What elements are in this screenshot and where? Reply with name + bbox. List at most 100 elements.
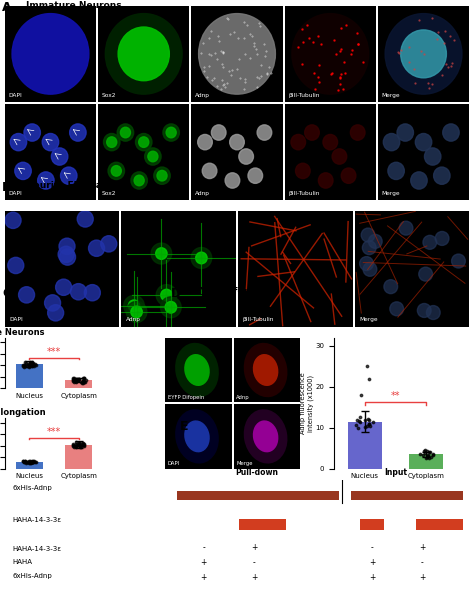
Text: A: A [2, 1, 12, 14]
Circle shape [154, 167, 170, 184]
Point [73, 442, 80, 451]
Circle shape [48, 305, 64, 321]
Text: Adnp: Adnp [236, 395, 250, 400]
Point [19, 361, 27, 371]
Point [32, 458, 39, 467]
Text: +: + [419, 543, 425, 552]
Point [77, 442, 84, 451]
Bar [360, 519, 384, 530]
Circle shape [239, 149, 254, 164]
Y-axis label: Adnp fluorescence
intensity (x1000): Adnp fluorescence intensity (x1000) [301, 372, 314, 434]
Point [25, 458, 32, 467]
Bar [410, 454, 443, 469]
Circle shape [71, 284, 86, 300]
Text: C: C [2, 287, 11, 300]
Text: Merge: Merge [236, 461, 253, 466]
Circle shape [139, 137, 149, 147]
Text: +: + [369, 558, 375, 567]
Point [364, 414, 372, 423]
Bar [348, 422, 382, 469]
Point [70, 374, 78, 383]
Text: Merge: Merge [359, 317, 378, 322]
Circle shape [257, 125, 272, 140]
Text: DAPI: DAPI [9, 93, 22, 98]
Point [28, 357, 36, 366]
Circle shape [120, 127, 130, 138]
Circle shape [350, 125, 365, 140]
Point [74, 440, 82, 450]
Point [69, 375, 77, 384]
Circle shape [10, 133, 27, 151]
Point [356, 416, 363, 426]
Text: DAPI: DAPI [9, 317, 23, 322]
Circle shape [156, 285, 177, 305]
Point [79, 376, 87, 385]
Point [71, 442, 79, 451]
Point [76, 374, 83, 384]
Point [73, 374, 81, 384]
Text: βIII-Tubulin: βIII-Tubulin [243, 317, 274, 322]
Circle shape [131, 306, 142, 318]
Circle shape [145, 148, 161, 165]
Bar [416, 519, 464, 530]
Point [20, 360, 27, 369]
Point [361, 422, 369, 432]
Point [22, 458, 29, 468]
Text: Sox2: Sox2 [101, 93, 116, 98]
Circle shape [424, 148, 441, 165]
Circle shape [397, 124, 413, 141]
Point [356, 418, 364, 427]
Point [353, 415, 360, 424]
Ellipse shape [184, 354, 210, 386]
Text: HAHA: HAHA [12, 559, 32, 565]
Circle shape [363, 262, 377, 276]
Point [82, 375, 90, 385]
Point [353, 420, 360, 430]
Point [27, 457, 35, 466]
Circle shape [126, 301, 147, 323]
Circle shape [59, 238, 75, 255]
Text: βIII-Tubulin: βIII-Tubulin [288, 93, 319, 98]
Point [28, 456, 36, 466]
Circle shape [199, 14, 275, 94]
Point [70, 441, 77, 451]
Text: +: + [251, 573, 257, 582]
Circle shape [419, 267, 432, 281]
Point [72, 375, 80, 384]
Circle shape [18, 287, 35, 303]
Circle shape [101, 236, 117, 252]
Point [357, 390, 365, 400]
Point [23, 361, 30, 371]
Text: +: + [201, 573, 207, 582]
Ellipse shape [253, 420, 278, 452]
Point [363, 421, 371, 430]
Text: HAHA-14-3-3ε: HAHA-14-3-3ε [12, 546, 61, 552]
Point [73, 440, 81, 450]
Text: DAPI: DAPI [9, 191, 22, 196]
Text: Immature Neurons: Immature Neurons [0, 328, 45, 337]
Point [30, 361, 37, 371]
Circle shape [5, 212, 21, 229]
Point [425, 452, 432, 461]
Circle shape [341, 168, 356, 184]
Point [77, 440, 85, 449]
Point [25, 361, 32, 370]
Point [77, 377, 84, 387]
Point [365, 416, 373, 425]
Text: +: + [369, 573, 375, 582]
Ellipse shape [253, 354, 278, 386]
Point [71, 443, 78, 452]
Point [26, 456, 33, 465]
Circle shape [131, 172, 147, 189]
Circle shape [157, 170, 167, 181]
Point [24, 359, 31, 369]
Text: +: + [201, 558, 207, 567]
Circle shape [230, 134, 244, 150]
Circle shape [165, 301, 177, 313]
Point [363, 362, 371, 371]
Circle shape [89, 240, 105, 256]
Point [77, 442, 84, 451]
Text: Neurite Elongation: Neurite Elongation [26, 181, 122, 189]
Point [80, 441, 87, 451]
Circle shape [399, 221, 413, 235]
